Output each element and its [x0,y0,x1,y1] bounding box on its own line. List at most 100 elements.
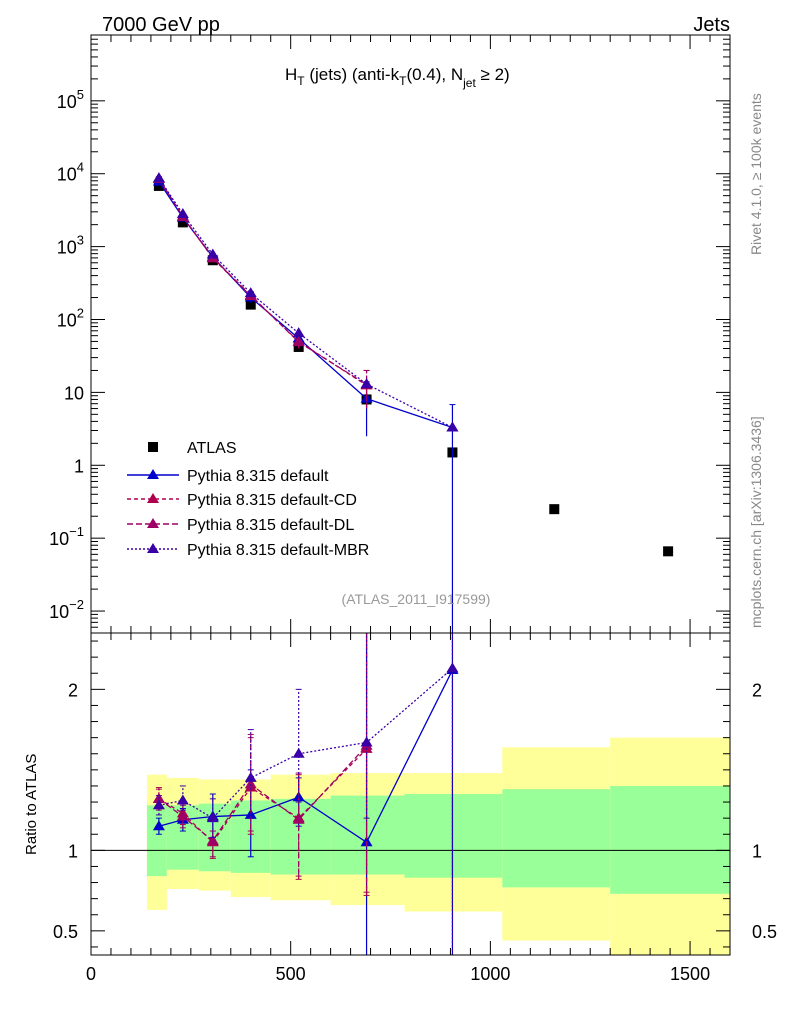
legend-dl-label: Pythia 8.315 default-DL [187,517,354,534]
y-tick-label: 1 [74,456,84,476]
ratio-series-point [360,736,373,747]
ratio-y-tick-label-right: 0.5 [752,922,777,942]
y-tick-label-base: 10 [57,238,77,258]
x-tick-label: 0 [86,964,96,984]
title-njet-sub: jet [462,76,476,90]
y-tick-label: 104 [57,160,84,185]
atlas-data-point [663,546,674,557]
y-tick-label-base: 10 [64,383,84,403]
ratio-y-tick-label-right: 2 [752,680,762,700]
side-rivet-label: Rivet 4.1.0, ≥ 100k events [748,93,764,255]
ratio-series-line [158,745,368,842]
title-kt-sub: T [399,74,407,88]
legend-cd-label: Pythia 8.315 default-CD [187,492,357,509]
y-tick-label-exponent: 4 [77,160,84,175]
title-condition-text: ≥ 2) [476,65,510,84]
ratio-series-point [176,810,189,821]
atlas-data-point [153,180,164,191]
legend-cd-marker [147,493,159,503]
ratio-series-point [292,813,305,824]
ratio-series-point [206,834,219,845]
main-series-point [244,287,257,298]
ratio-band-green [270,798,331,875]
main-series-point [360,378,373,389]
main-series-point [152,172,165,183]
legend-mbr-marker [147,543,159,553]
header-energy-label: 7000 GeV pp [102,14,220,36]
main-series-line [158,178,367,386]
y-tick-label-base: 10 [57,92,77,112]
title-ht: H [285,65,297,84]
legend-entry-atlas: ATLAS [148,440,237,457]
ratio-y-tick-label-left: 2 [68,680,78,700]
ratio-ticks: 2 2 1 1 0.5 0.5 [53,633,777,955]
watermark-analysis-id: (ATLAS_2011_I917599) [342,591,491,607]
legend-mbr-label: Pythia 8.315 default-MBR [187,542,369,559]
main-series-layer [152,172,674,633]
ratio-series-point [244,771,257,782]
ratio-series-point [292,747,305,758]
ratio-series-point [176,794,189,805]
title-ht-sub: T [297,74,305,88]
legend-atlas-label: ATLAS [187,440,237,457]
y-tick-label: 105 [57,87,84,112]
y-tick-label: 102 [57,305,84,330]
header-jets-label: Jets [693,14,730,36]
y-tick-label-base: 10 [57,310,77,330]
legend-default-marker [147,469,159,479]
ratio-series-point [206,812,219,823]
legend-dl-marker [147,518,159,528]
ratio-band-green [146,805,167,877]
atlas-data-point [245,299,256,310]
y-tick-label-exponent: 3 [77,233,84,248]
title-radius-text: (0.4), N [406,65,463,84]
ratio-band-green [404,794,503,878]
y-tick-label: 10 [64,383,84,403]
ratio-series-point [152,820,165,831]
atlas-data-point [549,504,560,515]
ratio-series-point [446,662,459,673]
legend-entry-dl: Pythia 8.315 default-DL [127,517,354,534]
ratio-y-tick-label-left: 1 [68,841,78,861]
y-tick-label-exponent: −1 [69,524,84,539]
x-axis-labels: 0 500 1000 1500 [86,964,710,984]
main-series-line [158,181,453,429]
main-series-point [446,421,459,432]
ratio-series-point [152,799,165,810]
y-tick-label-base: 10 [49,529,69,549]
main-title: HT (jets) (anti-kT(0.4), Njet ≥ 2) [285,65,510,90]
x-tick-label: 1000 [470,964,510,984]
legend: ATLAS Pythia 8.315 default Pythia 8.315 … [127,440,369,559]
legend-entry-cd: Pythia 8.315 default-CD [127,492,357,509]
y-tick-label: 103 [57,233,84,258]
ratio-y-axis-label: Ratio to ATLAS [23,754,40,855]
y-tick-label-exponent: 2 [77,305,84,320]
main-series-line [158,177,453,429]
legend-atlas-marker [148,442,158,452]
ratio-band-green [610,785,730,894]
ratio-y-tick-label-right: 1 [752,841,762,861]
ratio-band-green [330,795,405,875]
main-series-point [206,248,219,259]
y-tick-label-base: 10 [49,602,69,622]
y-tick-label-base: 1 [74,456,84,476]
legend-entry-mbr: Pythia 8.315 default-MBR [127,542,369,559]
x-tick-label: 500 [276,964,306,984]
legend-default-label: Pythia 8.315 default [187,468,329,485]
ratio-band-green [502,789,611,888]
y-tick-label: 10−2 [49,597,84,622]
title-jets-text: (jets) (anti-k [305,65,400,84]
main-series-point [292,336,305,347]
y-tick-label-exponent: 5 [77,87,84,102]
main-series-point [292,327,305,338]
y-tick-label: 10−1 [49,524,84,549]
ratio-plot: 2 2 1 1 0.5 0.5 Ratio to ATLAS [23,632,777,956]
ratio-series-line [158,748,368,844]
ratio-y-tick-label-left: 0.5 [53,922,78,942]
main-series-point [176,208,189,219]
ratio-bands [146,737,730,955]
ratio-plot-frame [90,632,731,956]
main-series-line [158,178,367,386]
